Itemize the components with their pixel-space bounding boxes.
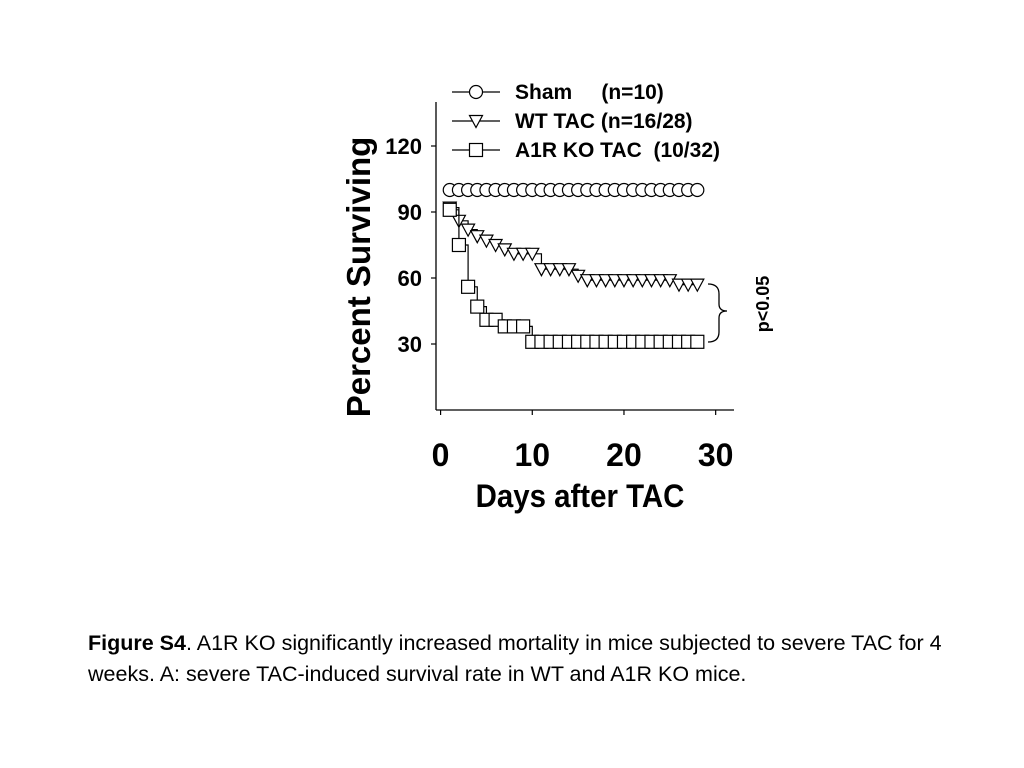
data-point-wt-tac	[607, 274, 623, 288]
significance-label: p<0.05	[753, 276, 773, 333]
data-point-wt-tac	[552, 263, 568, 277]
data-point-wt-tac	[625, 274, 641, 288]
data-point-wt-tac	[680, 278, 696, 293]
data-point-a1r-ko-tac	[460, 279, 476, 294]
chart-axes: 30 60 90 120 0 10 20 30 Days after TAC Percent Su…	[340, 102, 734, 514]
data-point-wt-tac	[598, 274, 614, 288]
legend-label-sham: Sham (n=10)	[515, 81, 664, 104]
legend-label-wt-tac: WT TAC (n=16/28)	[515, 110, 693, 133]
data-point-wt-tac	[524, 247, 540, 262]
legend-marker-a1r-ko-tac	[468, 142, 484, 158]
data-point-a1r-ko-tac	[470, 299, 485, 314]
data-point-wt-tac	[579, 274, 595, 288]
y-axis-title: Percent Surviving	[340, 137, 377, 418]
y-tick-label: 120	[385, 134, 422, 159]
data-point-wt-tac	[643, 274, 659, 288]
y-tick-label: 90	[398, 200, 422, 225]
series-a1r-ko-tac	[442, 202, 705, 349]
y-tick-label: 60	[398, 266, 422, 291]
data-point-wt-tac	[506, 247, 522, 262]
x-tick-label: 20	[606, 437, 642, 473]
legend-marker-wt-tac	[468, 114, 484, 129]
y-tick-label: 30	[398, 332, 422, 357]
data-point-wt-tac	[671, 278, 687, 293]
legend-marker-sham	[468, 84, 484, 100]
data-point-wt-tac	[616, 274, 632, 288]
data-point-wt-tac	[634, 274, 650, 288]
significance-bracket	[707, 283, 728, 343]
survival-chart: 30 60 90 120 0 10 20 30 Days after TAC Percent Su…	[340, 81, 773, 514]
series-wt-tac	[442, 201, 705, 293]
legend-item-wt-tac: WT TAC (n=16/28)	[452, 110, 693, 133]
data-point-wt-tac	[653, 274, 669, 288]
caption-label: Figure S4	[88, 631, 186, 655]
data-point-wt-tac	[533, 263, 549, 277]
data-point-wt-tac	[515, 247, 531, 262]
data-point-a1r-ko-tac	[442, 202, 457, 217]
x-tick-label: 30	[698, 437, 734, 473]
data-point-wt-tac	[588, 274, 604, 288]
legend-label-a1r-ko-tac: A1R KO TAC (10/32)	[515, 139, 720, 162]
series-sham	[442, 182, 705, 198]
chart-annotations: p<0.05	[707, 276, 773, 343]
data-point-a1r-ko-tac	[516, 319, 531, 334]
legend-item-a1r-ko-tac: A1R KO TAC (10/32)	[452, 139, 720, 162]
data-point-a1r-ko-tac	[690, 334, 705, 349]
figure-caption: Figure S4. A1R KO significantly increase…	[88, 628, 988, 690]
x-tick-label: 10	[514, 437, 550, 473]
chart-legend: Sham (n=10) WT TAC (n=16/28) A1R KO TAC (1…	[452, 81, 720, 162]
x-axis-title: Days after TAC	[476, 478, 685, 514]
series-layer	[442, 182, 705, 349]
data-point-wt-tac	[543, 263, 559, 277]
data-point-a1r-ko-tac	[451, 237, 467, 253]
caption-text: . A1R KO significantly increased mortali…	[88, 631, 942, 686]
data-point-sham	[690, 182, 705, 198]
x-tick-label: 0	[432, 437, 450, 473]
data-point-wt-tac	[689, 278, 705, 293]
legend-item-sham: Sham (n=10)	[452, 81, 664, 104]
